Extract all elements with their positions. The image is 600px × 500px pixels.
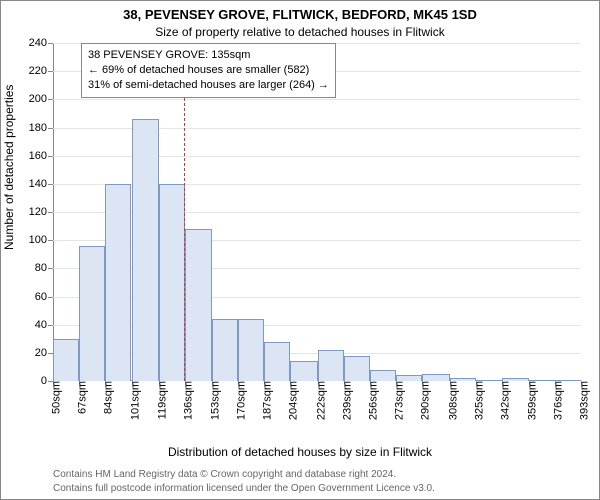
x-tick-label: 187sqm xyxy=(257,381,273,420)
histogram-bar xyxy=(264,342,290,381)
histogram-bar xyxy=(238,319,264,381)
chart-container: 38, PEVENSEY GROVE, FLITWICK, BEDFORD, M… xyxy=(0,0,600,500)
y-tick-label: 40 xyxy=(35,319,53,331)
y-tick-label: 80 xyxy=(35,262,53,274)
y-tick-label: 20 xyxy=(35,347,53,359)
y-tick-label: 100 xyxy=(29,234,53,246)
histogram-bar xyxy=(185,229,211,381)
histogram-bar xyxy=(344,356,370,381)
histogram-bar xyxy=(159,184,185,381)
x-tick-label: 67sqm xyxy=(73,381,89,414)
attribution-line-2: Contains full postcode information licen… xyxy=(53,482,435,496)
x-tick-label: 204sqm xyxy=(284,381,300,420)
y-tick-label: 140 xyxy=(29,178,53,190)
x-tick-label: 376sqm xyxy=(548,381,564,420)
x-tick-label: 239sqm xyxy=(338,381,354,420)
histogram-bar xyxy=(529,380,555,381)
y-tick-label: 120 xyxy=(29,206,53,218)
attribution: Contains HM Land Registry data © Crown c… xyxy=(53,468,435,495)
histogram-bar xyxy=(132,119,160,381)
chart-subtitle: Size of property relative to detached ho… xyxy=(1,25,599,39)
x-tick-label: 101sqm xyxy=(125,381,141,420)
y-tick-label: 220 xyxy=(29,65,53,77)
callout-line-2: ← 69% of detached houses are smaller (58… xyxy=(88,63,329,78)
histogram-bar xyxy=(290,361,318,381)
x-tick-label: 290sqm xyxy=(416,381,432,420)
histogram-bar xyxy=(53,339,79,381)
x-tick-label: 50sqm xyxy=(47,381,63,414)
y-tick-label: 180 xyxy=(29,122,53,134)
y-tick-label: 200 xyxy=(29,93,53,105)
chart-title: 38, PEVENSEY GROVE, FLITWICK, BEDFORD, M… xyxy=(1,7,599,22)
x-tick-label: 153sqm xyxy=(205,381,221,420)
callout-line-1: 38 PEVENSEY GROVE: 135sqm xyxy=(88,48,329,63)
histogram-bar xyxy=(555,380,581,381)
histogram-bar xyxy=(105,184,131,381)
gridline xyxy=(53,99,581,100)
y-tick-label: 240 xyxy=(29,37,53,49)
x-tick-label: 393sqm xyxy=(575,381,591,420)
y-tick-label: 60 xyxy=(35,291,53,303)
x-axis-label: Distribution of detached houses by size … xyxy=(1,445,599,459)
x-tick-label: 325sqm xyxy=(470,381,486,420)
y-tick-label: 160 xyxy=(29,150,53,162)
x-tick-label: 359sqm xyxy=(522,381,538,420)
x-tick-label: 222sqm xyxy=(311,381,327,420)
histogram-bar xyxy=(318,350,344,381)
histogram-bar xyxy=(370,370,396,381)
histogram-bar xyxy=(79,246,105,381)
histogram-bar xyxy=(476,380,502,381)
histogram-bar xyxy=(396,375,422,381)
y-axis-label: Number of detached properties xyxy=(2,85,16,250)
x-tick-label: 119sqm xyxy=(153,381,169,419)
callout-box: 38 PEVENSEY GROVE: 135sqm ← 69% of detac… xyxy=(81,43,336,98)
x-tick-label: 136sqm xyxy=(179,381,195,420)
attribution-line-1: Contains HM Land Registry data © Crown c… xyxy=(53,468,435,482)
histogram-bar xyxy=(422,374,450,381)
callout-line-3: 31% of semi-detached houses are larger (… xyxy=(88,78,329,93)
histogram-bar xyxy=(450,378,476,381)
x-tick-label: 308sqm xyxy=(444,381,460,420)
x-tick-label: 342sqm xyxy=(496,381,512,420)
x-tick-label: 256sqm xyxy=(364,381,380,420)
x-tick-label: 273sqm xyxy=(390,381,406,420)
x-tick-label: 170sqm xyxy=(231,381,247,420)
histogram-bar xyxy=(502,378,528,381)
histogram-bar xyxy=(212,319,238,381)
x-tick-label: 84sqm xyxy=(99,381,115,414)
